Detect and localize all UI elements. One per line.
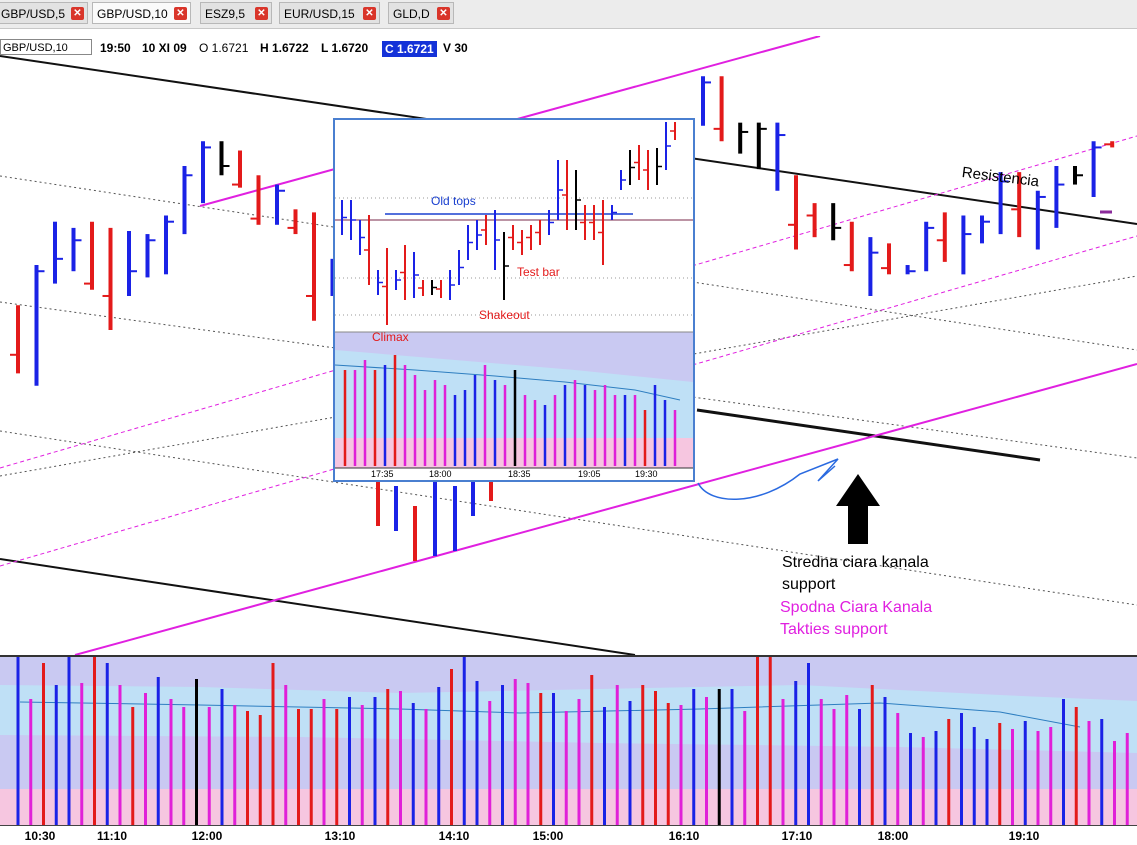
symbol-field[interactable]: GBP/USD,10 — [0, 39, 92, 55]
volume-value: V 30 — [443, 41, 468, 55]
time-axis: 10:30 11:10 12:00 13:10 14:10 15:00 16:1… — [0, 825, 1137, 845]
chart-tab-bar: GBP/USD,5 ✕ GBP/USD,10 ✕ ESZ9,5 ✕ EUR/US… — [0, 0, 1137, 29]
tab-label: GBP/USD,5 — [1, 7, 66, 21]
inset-x-tick: 17:35 — [371, 469, 394, 479]
inset-x-tick: 18:00 — [429, 469, 452, 479]
high-value: H 1.6722 — [260, 41, 309, 55]
lower-channel-sublabel: Takties support — [780, 621, 888, 638]
close-value: C 1.6721 — [382, 41, 437, 57]
close-icon[interactable]: ✕ — [174, 7, 187, 20]
bar-date: 10 XI 09 — [142, 41, 187, 55]
lower-channel-label: Spodna Ciara Kanala — [780, 599, 933, 616]
tab-label: EUR/USD,15 — [284, 7, 355, 21]
old-tops-label: Old tops — [431, 194, 476, 208]
test-bar-label: Test bar — [517, 265, 560, 279]
channel-dotted-line — [0, 430, 1137, 606]
x-tick-label: 19:10 — [1008, 829, 1040, 843]
x-tick-label: 16:10 — [668, 829, 700, 843]
inset-zoom-chart: Old tops Test bar Shakeout Climax 17:35 … — [333, 118, 695, 482]
x-tick-label: 13:10 — [324, 829, 356, 843]
climax-label: Climax — [372, 330, 409, 344]
shakeout-label: Shakeout — [479, 308, 530, 322]
x-tick-label: 17:10 — [781, 829, 813, 843]
x-tick-label: 10:30 — [24, 829, 56, 843]
x-tick-label: 11:10 — [96, 829, 128, 843]
inset-volume-moving-average — [335, 364, 681, 401]
tab-esz9-5[interactable]: ESZ9,5 ✕ — [200, 2, 272, 24]
channel-dashed-line — [0, 135, 1137, 469]
inset-x-tick: 18:35 — [508, 469, 531, 479]
up-arrow-icon — [836, 474, 880, 544]
tab-eurusd-15[interactable]: EUR/USD,15 ✕ — [279, 2, 380, 24]
x-tick-label: 18:00 — [877, 829, 909, 843]
low-value: L 1.6720 — [321, 41, 369, 55]
lower-channel-line — [74, 363, 1137, 655]
bar-time: 19:50 — [100, 41, 131, 55]
close-icon[interactable]: ✕ — [437, 7, 450, 20]
inset-x-tick: 19:05 — [578, 469, 601, 479]
x-tick-label: 15:00 — [532, 829, 564, 843]
middle-channel-label: Stredna ciara kanala — [782, 554, 929, 571]
x-tick-label: 14:10 — [438, 829, 470, 843]
tab-label: GBP/USD,10 — [97, 7, 168, 21]
x-tick-label: 12:00 — [191, 829, 223, 843]
support-line-lower — [0, 558, 636, 655]
tab-gld-d[interactable]: GLD,D ✕ — [388, 2, 454, 24]
close-icon[interactable]: ✕ — [71, 7, 84, 20]
tab-label: ESZ9,5 — [205, 7, 246, 21]
ohlc-info-bar: GBP/USD,10 19:50 10 XI 09 O 1.6721 H 1.6… — [0, 37, 1137, 59]
support-line — [696, 408, 1041, 462]
hand-drawn-curve — [697, 458, 839, 500]
tab-gbpusd-10[interactable]: GBP/USD,10 ✕ — [92, 2, 191, 24]
middle-channel-sublabel: support — [782, 576, 836, 593]
volume-panel[interactable] — [0, 647, 1137, 825]
tab-label: GLD,D — [393, 7, 430, 21]
close-icon[interactable]: ✕ — [255, 7, 268, 20]
open-value: O 1.6721 — [199, 41, 249, 55]
tab-gbpusd-5[interactable]: GBP/USD,5 ✕ — [0, 2, 88, 24]
inset-x-tick: 19:30 — [635, 469, 658, 479]
close-icon[interactable]: ✕ — [363, 7, 376, 20]
channel-dotted-line — [0, 301, 1137, 459]
